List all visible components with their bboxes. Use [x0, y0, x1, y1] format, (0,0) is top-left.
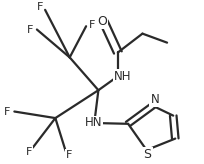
- Text: F: F: [37, 2, 43, 11]
- Text: S: S: [143, 148, 151, 161]
- Text: F: F: [89, 20, 95, 30]
- Text: O: O: [97, 15, 107, 28]
- Text: NH: NH: [114, 70, 131, 83]
- Text: N: N: [150, 93, 158, 106]
- Text: F: F: [26, 25, 33, 34]
- Text: F: F: [65, 150, 72, 160]
- Text: F: F: [4, 107, 10, 116]
- Text: F: F: [25, 147, 32, 157]
- Text: HN: HN: [84, 116, 102, 130]
